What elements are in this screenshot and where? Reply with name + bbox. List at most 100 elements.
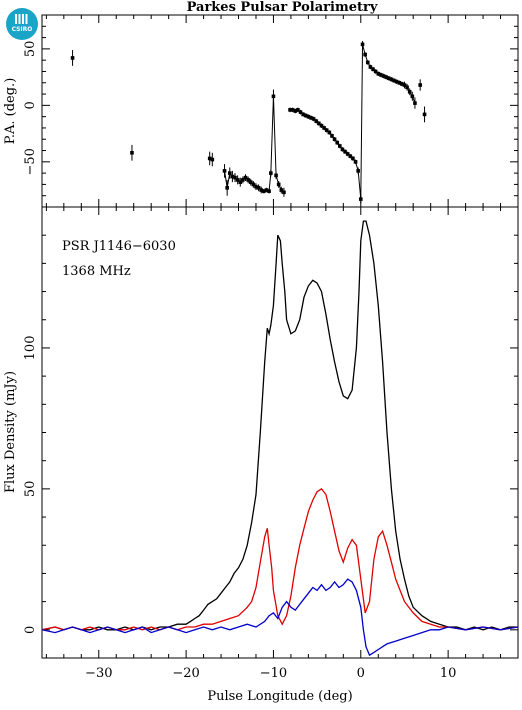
pa-point: [210, 157, 215, 162]
pa-point: [301, 112, 305, 117]
pa-point: [397, 80, 402, 85]
pa-point: [288, 108, 292, 112]
pa-point: [345, 152, 350, 156]
pa-point: [225, 186, 229, 190]
pa-point: [384, 75, 388, 79]
pa-y-axis-label: P.A. (deg.): [3, 78, 18, 145]
pa-point: [319, 123, 324, 128]
chart-title: Parkes Pulsar Polarimetry: [187, 0, 378, 15]
pa-point: [376, 71, 381, 76]
pa-point: [353, 160, 358, 164]
x-tick-label: 0: [357, 666, 365, 681]
pa-connector: [360, 44, 364, 200]
pa-point: [222, 169, 227, 173]
x-tick-label: −20: [172, 666, 199, 681]
flux-y-axis-label: Flux Density (mJy): [3, 371, 18, 493]
x-tick-label: −10: [260, 666, 287, 681]
pa-point: [267, 189, 271, 193]
pa-point: [282, 190, 286, 195]
pa-point: [259, 188, 264, 192]
pa-point: [418, 83, 422, 87]
x-tick-label: 10: [440, 666, 457, 681]
pa-point: [394, 79, 399, 84]
logo-text: CSIRO: [11, 26, 33, 33]
pa-point: [363, 52, 367, 57]
pa-point: [373, 69, 378, 74]
pa-point: [360, 42, 365, 47]
pa-point: [322, 126, 326, 130]
x-axis: −30 −20 −10 0 10: [45, 15, 519, 681]
pa-point: [410, 94, 415, 99]
pa-point: [386, 76, 391, 81]
pa-point: [327, 130, 332, 135]
pa-point: [254, 184, 258, 189]
pa-point: [413, 101, 417, 105]
pa-point: [330, 134, 334, 138]
pa-point: [238, 180, 243, 184]
flux-y-tick-label: 100: [23, 336, 38, 361]
pa-point: [343, 149, 347, 154]
pa-point: [279, 188, 284, 192]
pa-point: [402, 83, 407, 87]
pa-point: [269, 171, 273, 175]
pa-point: [332, 137, 337, 142]
pa-point: [422, 112, 427, 117]
pa-point: [274, 173, 278, 178]
pa-point: [276, 182, 281, 187]
pa-point: [246, 178, 250, 182]
flux-series-line-2: [41, 578, 519, 657]
flux-series: [41, 220, 519, 657]
pa-point: [290, 108, 295, 112]
pa-point: [381, 74, 386, 78]
pa-point: [405, 85, 409, 90]
x-tick-label: −30: [85, 666, 112, 681]
pa-point: [340, 147, 345, 152]
pa-y-tick-label: 50: [23, 41, 38, 58]
pa-y-tick-label: −50: [23, 148, 38, 175]
pa-y-tick-label: 0: [23, 101, 38, 109]
pa-point: [338, 144, 342, 148]
pa-point: [293, 109, 298, 113]
flux-y-axis: 100 50 0: [23, 206, 518, 659]
pa-point: [368, 65, 373, 69]
pa-point: [314, 119, 319, 123]
pa-point: [356, 169, 360, 173]
pa-point: [207, 156, 212, 161]
pa-point: [271, 94, 276, 99]
pa-point: [303, 113, 308, 118]
pa-point: [227, 171, 232, 175]
pa-connector: [272, 96, 277, 176]
pa-point: [311, 117, 316, 121]
pa-point: [241, 178, 245, 182]
csiro-logo: CSIRO: [6, 8, 38, 40]
frequency-annotation: 1368 MHz: [62, 264, 131, 279]
pa-point: [365, 60, 370, 65]
flux-series-line-1: [41, 488, 519, 631]
pa-point: [407, 90, 412, 94]
pa-point: [248, 180, 253, 184]
flux-y-tick-label: 50: [23, 481, 38, 498]
pa-point: [70, 56, 75, 60]
pa-point: [243, 175, 248, 180]
pa-point: [324, 128, 329, 132]
pa-point: [296, 108, 300, 112]
pa-point: [389, 77, 394, 82]
flux-y-tick-label: 0: [23, 626, 38, 634]
pa-point: [351, 156, 355, 161]
pa-point: [392, 78, 396, 83]
x-axis-label: Pulse Longitude (deg): [207, 689, 352, 704]
pa-point: [306, 114, 311, 119]
pa-y-axis: 50 0 −50: [23, 14, 518, 197]
pa-point: [358, 197, 363, 201]
pa-point: [256, 186, 261, 190]
logo-bars-icon: [15, 14, 29, 24]
pa-point: [348, 154, 353, 158]
pa-point: [335, 140, 340, 145]
pa-connector: [270, 96, 274, 174]
pa-point: [298, 110, 303, 114]
pa-point: [379, 73, 383, 77]
pa-point: [262, 189, 266, 193]
pa-point: [371, 67, 375, 72]
pa-point: [130, 150, 134, 155]
